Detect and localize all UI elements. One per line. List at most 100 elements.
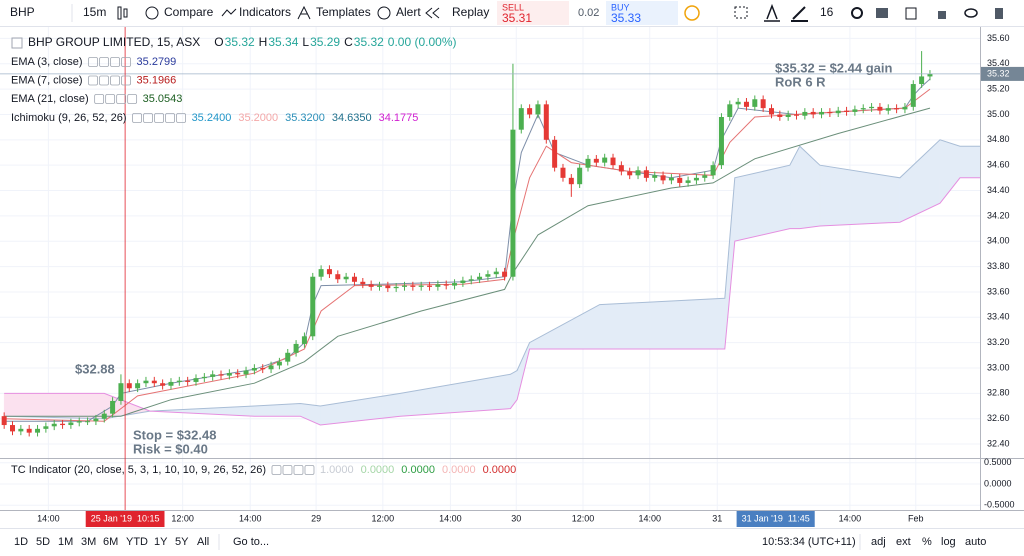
y-tick-label: 35.00 [987,109,1010,119]
candle-body [477,276,483,280]
button[interactable]: Alert [396,5,421,19]
option-button[interactable]: auto [965,536,986,548]
time-marker-label: 25 Jan '19 10:15 [91,513,160,523]
range-button[interactable]: 1D [14,536,28,548]
legend-icon [121,57,131,67]
candle-body [243,370,249,375]
candle-body [802,111,808,116]
y-tick-label: 33.00 [987,362,1010,372]
candle-body [668,177,674,181]
cloud-fill [599,298,726,350]
compare-icon[interactable] [145,6,159,20]
candle-body [585,158,591,168]
candle-body [760,99,766,109]
buy-box[interactable] [606,1,678,25]
x-tick-label: 14:00 [638,513,661,523]
button[interactable]: Indicators [239,5,291,19]
shape-icon[interactable] [734,6,748,19]
info-icon[interactable] [684,5,700,21]
range-button[interactable]: 5Y [175,536,189,548]
candle-body [18,428,24,432]
candle-body [143,380,149,384]
candle-body [376,285,382,287]
cloud-fill [734,164,791,242]
candle-body [635,170,641,176]
settings-icon[interactable] [851,7,863,19]
range-button[interactable]: 1Y [154,536,168,548]
trash-icon[interactable] [995,8,1003,19]
text-icon[interactable] [764,3,780,22]
option-button[interactable]: log [941,536,956,548]
indicator-value: 0.0000 [361,464,395,476]
brush-icon[interactable] [791,6,808,22]
candle-body [794,114,800,116]
candle-body [919,76,925,85]
candle-body [60,423,66,426]
candle-body [643,170,649,178]
indicators-icon[interactable] [221,8,237,17]
templates-icon[interactable] [297,5,311,20]
eye-icon[interactable] [964,8,978,18]
x-tick-label: 30 [511,513,521,523]
candle-body [93,418,99,422]
option-button[interactable]: adj [871,536,886,548]
y-tick-label: 33.20 [987,337,1010,347]
ohlc-value: 35.32 [354,35,384,49]
candle-icon[interactable] [117,6,122,20]
candle-body [693,177,699,181]
y-tick-label: 34.80 [987,134,1010,144]
x-tick-label: 14:00 [37,513,60,523]
candle-icon[interactable] [123,8,128,18]
alert-icon[interactable] [377,6,391,20]
button[interactable]: Compare [164,5,214,19]
replay-icon[interactable] [425,7,440,19]
legend-change: 0.00 (0.00%) [388,35,457,49]
buy-price: 35.33 [611,11,641,25]
ema-name: EMA (3, close) [11,56,83,68]
goto-button[interactable]: Go to... [233,536,269,548]
candle-body [627,171,633,176]
ohlc-value: 35.32 [225,35,255,49]
button[interactable]: Templates [316,5,371,19]
legend-icon [132,113,142,123]
candle-body [126,383,132,389]
legend-icon [105,94,116,104]
font-size[interactable]: 16 [820,5,834,19]
range-button[interactable]: All [197,536,209,548]
candle-body [593,158,599,163]
candle-body [393,286,399,289]
option-button[interactable]: ext [896,536,911,548]
candle-body [552,139,558,168]
symbol[interactable]: BHP [10,5,35,19]
option-button[interactable]: % [922,536,932,548]
button[interactable]: Replay [452,5,489,19]
sell-box[interactable] [497,1,569,25]
range-button[interactable]: 3M [81,536,96,548]
last-price-label: 35.32 [987,68,1010,78]
interval[interactable]: 15m [83,5,106,19]
clone-icon[interactable] [905,7,917,20]
ichimoku-value: 34.6350 [332,112,372,124]
candle-body [193,378,199,382]
ohlc-key: L [302,35,309,49]
range-button[interactable]: YTD [126,536,148,548]
candle-body [210,374,216,377]
range-button[interactable]: 6M [103,536,118,548]
legend-icon [271,465,282,475]
range-button[interactable]: 5D [36,536,50,548]
candle-body [493,271,499,275]
cloud [3,139,981,426]
legend-icon [88,75,98,86]
annotation: Stop = $32.48 [133,427,216,442]
candle-body [160,383,166,386]
candle-body [768,108,774,115]
layout-icon[interactable] [876,8,888,18]
candle-body [485,274,491,277]
range-button[interactable]: 1M [58,536,73,548]
candle-body [910,84,916,107]
candle-body [510,129,516,277]
candle-body [810,111,816,115]
candle-body [819,111,825,115]
legend-icon [99,75,109,86]
lock-icon[interactable] [938,11,946,19]
